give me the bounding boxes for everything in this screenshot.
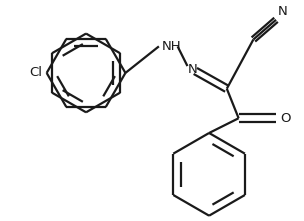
Text: O: O	[280, 112, 290, 125]
Text: Cl: Cl	[29, 67, 42, 79]
Text: N: N	[188, 63, 197, 76]
Text: NH: NH	[162, 40, 181, 53]
Text: N: N	[278, 5, 288, 18]
